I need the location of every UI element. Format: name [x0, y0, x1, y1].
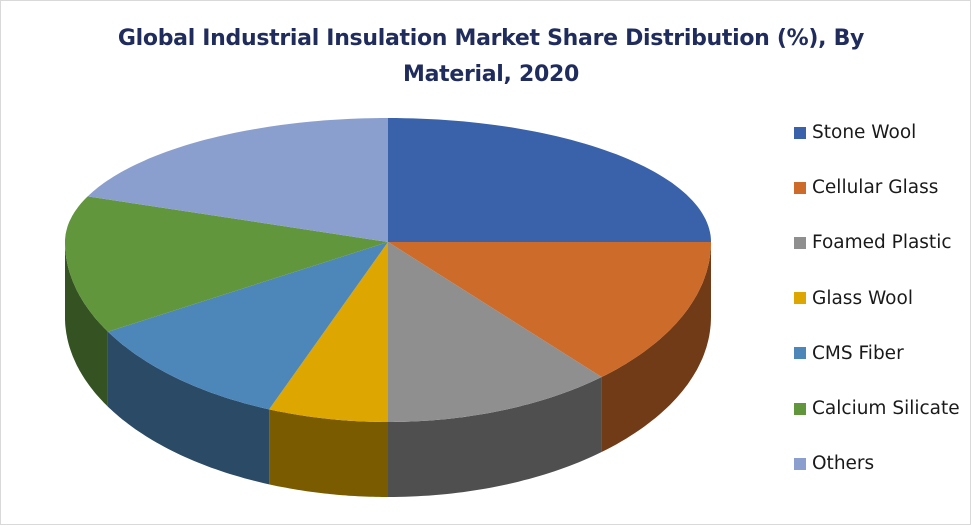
- pie-slice-cms-fiber[interactable]: [107, 242, 389, 410]
- chart-title-line-1: Global Industrial Insulation Market Shar…: [117, 26, 865, 51]
- legend-label: Stone Wool: [812, 122, 917, 144]
- legend-label: Foamed Plastic: [812, 232, 952, 254]
- legend-label: Glass Wool: [812, 287, 913, 309]
- legend-swatch: [794, 347, 806, 360]
- chart-title: Global Industrial Insulation Market Shar…: [61, 21, 921, 93]
- pie-side-cms-fiber: [107, 331, 270, 485]
- legend-swatch: [794, 126, 806, 139]
- pie-side-calcium-silicate: [65, 242, 108, 407]
- legend-label: Calcium Silicate: [812, 398, 960, 420]
- legend-label: CMS Fiber: [812, 342, 904, 364]
- chart-title-line-2: Material, 2020: [402, 62, 579, 87]
- pie-side-glass-wool: [269, 409, 388, 497]
- legend-swatch: [794, 402, 806, 415]
- legend-swatch: [794, 457, 806, 470]
- legend-item-calcium-silicate[interactable]: Calcium Silicate: [794, 381, 960, 436]
- legend-swatch: [794, 181, 806, 194]
- legend-label: Cellular Glass: [812, 177, 939, 199]
- legend-label: Others: [812, 453, 875, 475]
- pie-slice-stone-wool[interactable]: [388, 118, 711, 242]
- pie-slice-cellular-glass[interactable]: [388, 242, 711, 377]
- legend-item-cellular-glass[interactable]: Cellular Glass: [794, 160, 960, 215]
- chart-legend: Stone Wool Cellular Glass Foamed Plastic…: [794, 105, 960, 491]
- pie-side-foamed-plastic: [388, 377, 602, 497]
- pie-slice-glass-wool[interactable]: [269, 242, 388, 422]
- legend-item-glass-wool[interactable]: Glass Wool: [794, 271, 960, 326]
- legend-swatch: [794, 236, 806, 249]
- pie-slice-foamed-plastic[interactable]: [388, 242, 602, 422]
- legend-item-cms-fiber[interactable]: CMS Fiber: [794, 326, 960, 381]
- pie-side-cellular-glass: [601, 242, 711, 452]
- legend-item-stone-wool[interactable]: Stone Wool: [794, 105, 960, 160]
- legend-item-foamed-plastic[interactable]: Foamed Plastic: [794, 215, 960, 270]
- pie-slice-others[interactable]: [87, 118, 388, 242]
- legend-item-others[interactable]: Others: [794, 436, 960, 491]
- pie-slice-calcium-silicate[interactable]: [65, 196, 388, 332]
- legend-swatch: [794, 292, 806, 305]
